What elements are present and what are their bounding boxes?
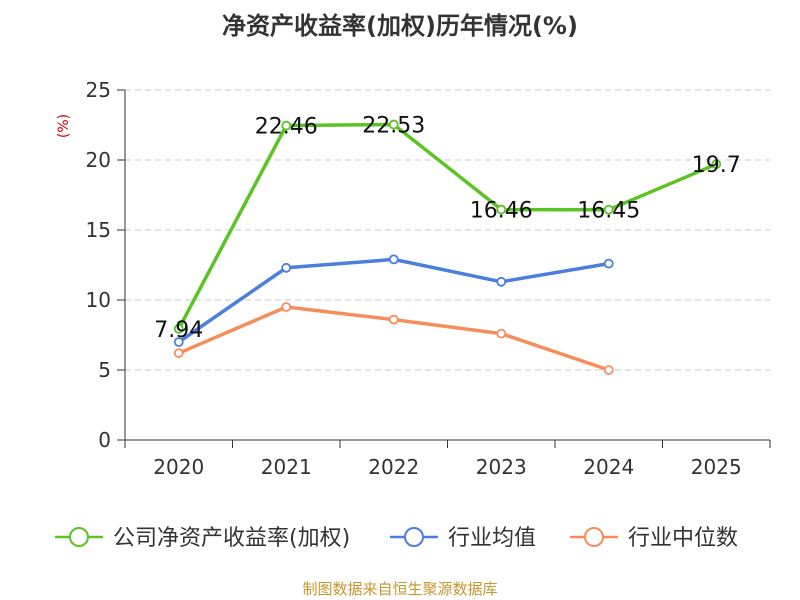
data-labels: 7.94 22.46 22.53 16.46 16.45 19.7	[154, 114, 740, 343]
series-point-0	[711, 159, 722, 170]
series-group	[173, 119, 722, 375]
data-label: 16.46	[470, 199, 533, 224]
legend-marker-1	[404, 527, 424, 547]
series-line-1	[177, 257, 610, 344]
chart-title: 净资产收益率(加权)历年情况(%)	[222, 12, 578, 40]
series-point-0	[281, 120, 292, 131]
x-ticks: 2020 2021 2022 2023 2024 2025	[124, 440, 771, 479]
legend-marker-0	[69, 527, 89, 547]
x-tick-label: 2020	[153, 455, 204, 479]
legend-label-2: 行业中位数	[628, 526, 738, 551]
series-point-2	[388, 314, 399, 325]
series-point-1	[281, 262, 292, 273]
series-point-0	[173, 323, 184, 334]
y-tick-label: 0	[98, 428, 111, 452]
axes	[124, 90, 770, 441]
series-point-0	[603, 204, 614, 215]
legend: 公司净资产收益率(加权) 行业均值 行业中位数	[55, 526, 738, 551]
x-tick-label: 2024	[583, 455, 634, 479]
grid-lines	[125, 89, 770, 371]
legend-label-1: 行业均值	[448, 526, 536, 551]
series-point-1	[173, 337, 184, 347]
x-tick-label: 2025	[691, 455, 742, 479]
data-label: 22.46	[255, 115, 318, 140]
y-tick-label: 25	[86, 78, 111, 102]
series-point-2	[173, 348, 184, 359]
series-point-0	[388, 119, 399, 130]
y-ticks: 0 5 10 15 20 25	[86, 78, 125, 452]
series-point-1	[603, 258, 614, 269]
y-axis-label: (%)	[56, 114, 72, 138]
series-point-0	[496, 204, 507, 215]
y-tick-label: 15	[86, 218, 111, 242]
y-tick-label: 5	[98, 358, 111, 382]
series-point-1	[496, 276, 507, 287]
legend-marker-2	[584, 527, 604, 547]
data-label: 22.53	[362, 114, 425, 139]
series-point-1	[388, 254, 399, 265]
data-label: 16.45	[577, 199, 640, 224]
data-label: 19.7	[692, 153, 741, 178]
legend-label-0: 公司净资产收益率(加权)	[113, 526, 350, 551]
source-footer: 制图数据来自恒生聚源数据库	[302, 580, 498, 598]
series-point-2	[603, 365, 614, 375]
x-tick-label: 2022	[368, 455, 419, 479]
y-tick-label: 20	[86, 148, 111, 172]
series-line-0	[177, 122, 717, 330]
x-tick-label: 2021	[261, 455, 312, 479]
series-point-2	[496, 328, 507, 339]
y-tick-label: 10	[86, 288, 111, 312]
x-tick-label: 2023	[476, 455, 527, 479]
series-point-2	[281, 302, 292, 312]
data-label: 7.94	[154, 318, 203, 343]
